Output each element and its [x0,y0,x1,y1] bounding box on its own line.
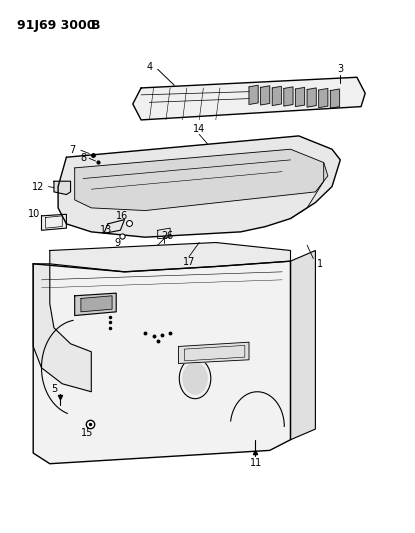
Text: 12: 12 [32,182,44,191]
Text: 3: 3 [337,64,343,74]
Polygon shape [50,243,290,272]
Text: 15: 15 [81,428,93,438]
Polygon shape [178,342,249,364]
Polygon shape [295,87,305,107]
Text: 9: 9 [114,238,120,247]
Text: 4: 4 [146,62,152,71]
Polygon shape [58,136,340,237]
Polygon shape [133,77,365,120]
Text: 8: 8 [80,154,86,163]
Polygon shape [33,261,290,464]
Text: 16: 16 [116,211,129,221]
Text: 6: 6 [166,231,172,240]
Text: 11: 11 [250,458,263,467]
Polygon shape [330,89,339,108]
Polygon shape [54,181,71,195]
Polygon shape [42,214,66,230]
Polygon shape [75,293,116,316]
Polygon shape [272,86,281,106]
Text: 17: 17 [183,257,195,267]
Text: 10: 10 [28,209,40,219]
Polygon shape [81,296,112,312]
Polygon shape [249,85,258,104]
Polygon shape [284,87,293,106]
Text: 2: 2 [161,231,167,240]
Polygon shape [307,88,316,107]
Text: 5: 5 [51,384,57,394]
Polygon shape [319,88,328,108]
Text: 7: 7 [69,146,76,155]
Polygon shape [261,86,270,105]
Text: B: B [91,19,101,31]
Polygon shape [104,220,124,233]
Polygon shape [33,264,91,392]
Text: 13: 13 [100,225,112,235]
Text: 14: 14 [193,124,205,134]
Polygon shape [75,149,328,211]
Circle shape [183,362,208,394]
Polygon shape [290,251,315,440]
Text: 91J69 3000: 91J69 3000 [17,19,100,31]
Text: 1: 1 [317,259,322,269]
